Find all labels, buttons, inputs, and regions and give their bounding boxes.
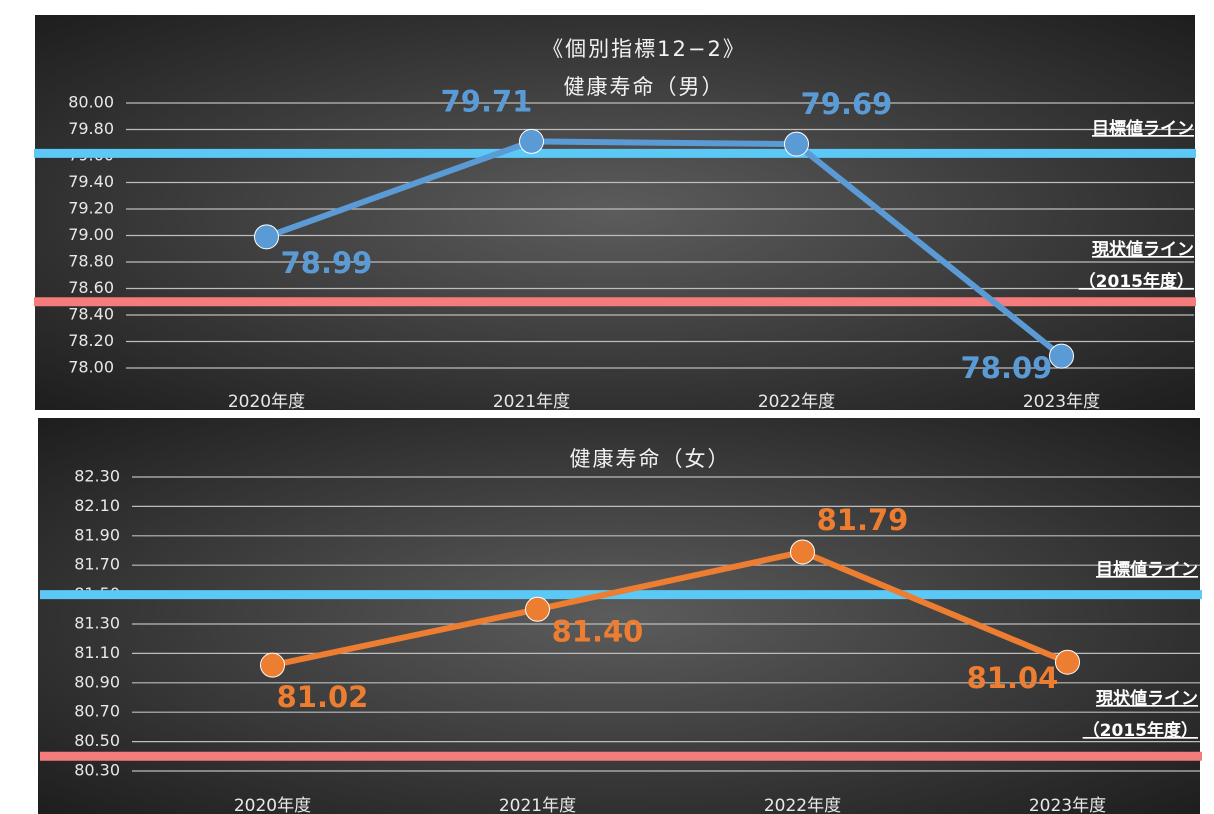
series-line [271, 548, 1069, 669]
chart: 《個別指標12−2》健康寿命（男） 78.00 78.20 78.40 78.60 78.… [34, 15, 1196, 412]
reference-label: （2015年度） [1083, 720, 1198, 741]
chart-title: 健康寿命（女） [570, 447, 731, 471]
data-label: 79.69 [801, 87, 893, 121]
y-tick-label: 82.30 [74, 467, 120, 486]
data-point [1049, 343, 1074, 369]
y-tick-label: 78.60 [68, 278, 114, 297]
reference-label: 現状値ライン [1092, 239, 1194, 260]
x-tick-label: 2020年度 [234, 796, 311, 814]
y-tick-label: 79.40 [68, 172, 114, 191]
y-tick-label: 82.10 [74, 496, 120, 515]
x-tick-label: 2022年度 [764, 796, 841, 814]
chart-background [38, 418, 1200, 814]
x-tick-label: 2022年度 [758, 392, 835, 412]
y-tick-label: 80.00 [68, 93, 114, 112]
data-label: 78.09 [961, 351, 1053, 385]
y-tick-label: 81.70 [74, 555, 120, 574]
reference-label: 現状値ライン [1096, 688, 1198, 709]
data-point [519, 128, 544, 154]
x-tick-label: 2020年度 [228, 392, 305, 412]
chart-title: 健康寿命（男） [564, 75, 725, 99]
y-tick-label: 81.30 [74, 614, 120, 633]
chart-title: 《個別指標12−2》 [542, 37, 746, 61]
data-point [254, 224, 279, 250]
y-tick-label: 81.90 [74, 525, 120, 544]
y-tick-label: 79.20 [68, 199, 114, 218]
chart: 健康寿命（女） 80.30 80.50 80.70 80.90 81.10 81.30 81.… [38, 418, 1202, 814]
reference-label: 目標値ライン [1092, 118, 1194, 139]
data-point [525, 596, 550, 622]
y-tick-label: 80.50 [74, 731, 120, 750]
y-tick-label: 79.00 [68, 225, 114, 244]
data-point [790, 539, 815, 565]
data-label: 78.99 [281, 246, 373, 280]
y-tick-label: 78.00 [68, 358, 114, 377]
y-tick-label: 80.70 [74, 702, 120, 721]
data-label: 81.79 [817, 503, 909, 537]
chart-background [35, 15, 1195, 410]
data-label: 79.71 [441, 84, 533, 118]
reference-label: （2015年度） [1079, 271, 1194, 292]
y-tick-label: 81.10 [74, 643, 120, 662]
x-tick-label: 2021年度 [493, 392, 570, 412]
y-tick-label: 79.80 [68, 119, 114, 138]
data-label: 81.40 [552, 614, 644, 648]
y-tick-label: 78.40 [68, 305, 114, 324]
y-tick-label: 78.20 [68, 331, 114, 350]
data-label: 81.02 [277, 680, 369, 714]
data-point [784, 131, 809, 157]
y-tick-label: 80.90 [74, 672, 120, 691]
data-point [1055, 649, 1080, 675]
reference-label: 目標値ライン [1096, 559, 1198, 580]
data-label: 81.04 [967, 661, 1059, 695]
x-tick-label: 2023年度 [1029, 796, 1106, 814]
x-tick-label: 2021年度 [499, 796, 576, 814]
series-line [265, 138, 1064, 359]
data-point [260, 652, 285, 678]
x-tick-label: 2023年度 [1023, 392, 1100, 412]
y-tick-label: 80.30 [74, 761, 120, 780]
y-tick-label: 78.80 [68, 252, 114, 271]
